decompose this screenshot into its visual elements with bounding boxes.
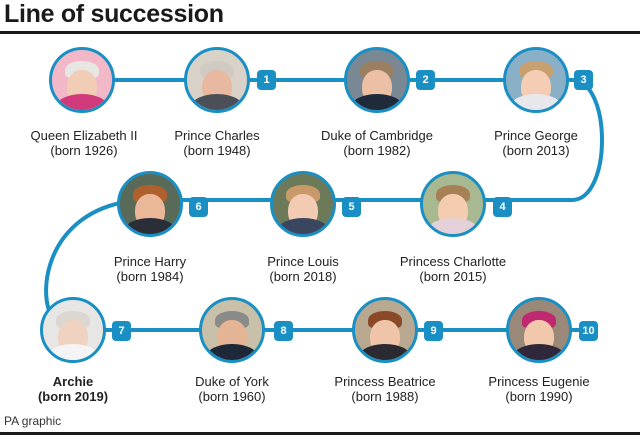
portrait-archie — [40, 297, 106, 363]
person-label-queen-elizabeth: Queen Elizabeth II (born 1926) — [30, 128, 138, 158]
portrait-princess-eugenie — [506, 297, 572, 363]
person-label-duke-of-york: Duke of York (born 1960) — [195, 374, 269, 404]
person-label-prince-george: Prince George (born 2013) — [494, 128, 578, 158]
position-badge-3: 3 — [574, 70, 593, 90]
position-badge-9: 9 — [424, 321, 443, 341]
page-title: Line of succession — [4, 0, 224, 28]
person-label-duke-of-cambridge: Duke of Cambridge (born 1982) — [321, 128, 433, 158]
person-label-princess-beatrice: Princess Beatrice (born 1988) — [334, 374, 436, 404]
person-label-prince-harry: Prince Harry (born 1984) — [113, 254, 187, 284]
portrait-prince-charles — [184, 47, 250, 113]
source-credit: PA graphic — [4, 414, 62, 428]
portrait-prince-harry — [117, 171, 183, 237]
person-label-archie: Archie (born 2019) — [37, 374, 109, 404]
bottom-rule — [0, 432, 640, 435]
portrait-prince-george — [503, 47, 569, 113]
position-badge-10: 10 — [579, 321, 598, 341]
position-badge-7: 7 — [112, 321, 131, 341]
position-badge-4: 4 — [493, 197, 512, 217]
portrait-queen-elizabeth — [49, 47, 115, 113]
portrait-duke-of-york — [199, 297, 265, 363]
position-badge-1: 1 — [257, 70, 276, 90]
person-label-prince-louis: Prince Louis (born 2018) — [267, 254, 339, 284]
position-badge-2: 2 — [416, 70, 435, 90]
person-label-princess-charlotte: Princess Charlotte (born 2015) — [399, 254, 507, 284]
person-label-princess-eugenie: Princess Eugenie (born 1990) — [488, 374, 590, 404]
position-badge-5: 5 — [342, 197, 361, 217]
person-label-prince-charles: Prince Charles (born 1948) — [174, 128, 260, 158]
position-badge-8: 8 — [274, 321, 293, 341]
portrait-duke-of-cambridge — [344, 47, 410, 113]
portrait-princess-beatrice — [352, 297, 418, 363]
portrait-prince-louis — [270, 171, 336, 237]
portrait-princess-charlotte — [420, 171, 486, 237]
position-badge-6: 6 — [189, 197, 208, 217]
title-rule — [0, 31, 640, 34]
